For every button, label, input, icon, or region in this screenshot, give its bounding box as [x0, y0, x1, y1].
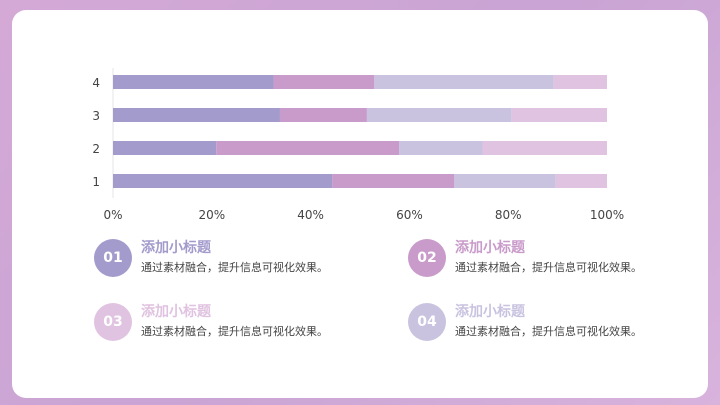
bar-segment-2-4 [482, 141, 607, 155]
bar-segment-4-2 [273, 75, 375, 89]
bar-segment-2-1 [113, 141, 217, 155]
x-tick-label: 20% [198, 208, 225, 222]
item-title: 添加小标题 [455, 304, 525, 320]
bar-segment-3-3 [366, 108, 512, 122]
bar-segment-1-1 [113, 174, 333, 188]
item-title: 添加小标题 [455, 240, 525, 256]
bar-segment-2-2 [216, 141, 400, 155]
x-tick-label: 100% [590, 208, 624, 222]
y-tick-label: 4 [92, 76, 100, 90]
item-title: 添加小标题 [141, 240, 211, 256]
bar-segment-1-3 [454, 174, 556, 188]
x-tick-label: 60% [396, 208, 423, 222]
bar-segment-4-4 [553, 75, 607, 89]
bar-segment-1-2 [332, 174, 455, 188]
y-tick-label: 1 [92, 175, 100, 189]
x-tick-label: 80% [495, 208, 522, 222]
x-tick-label: 0% [103, 208, 122, 222]
item-desc: 通过素材融合，提升信息可视化效果。 [141, 261, 328, 274]
number-badge: 04 [408, 303, 446, 341]
item-title: 添加小标题 [141, 304, 211, 320]
bar-segment-3-4 [511, 108, 607, 122]
number-badge: 01 [94, 239, 132, 277]
bar-segment-2-3 [399, 141, 483, 155]
y-tick-label: 3 [92, 109, 100, 123]
item-desc: 通过素材融合，提升信息可视化效果。 [455, 325, 642, 338]
bar-segment-4-3 [374, 75, 554, 89]
number-badge: 03 [94, 303, 132, 341]
info-item-2: 02 添加小标题 通过素材融合，提升信息可视化效果。 [408, 239, 708, 279]
info-item-1: 01 添加小标题 通过素材融合，提升信息可视化效果。 [94, 239, 394, 279]
number-badge: 02 [408, 239, 446, 277]
y-tick-label: 2 [92, 142, 100, 156]
bar-segment-3-1 [113, 108, 280, 122]
info-item-4: 04 添加小标题 通过素材融合，提升信息可视化效果。 [408, 303, 708, 343]
item-desc: 通过素材融合，提升信息可视化效果。 [141, 325, 328, 338]
bar-segment-1-4 [555, 174, 607, 188]
info-item-3: 03 添加小标题 通过素材融合，提升信息可视化效果。 [94, 303, 394, 343]
x-tick-label: 40% [297, 208, 324, 222]
bar-segment-3-2 [279, 108, 367, 122]
bar-segment-4-1 [113, 75, 274, 89]
item-desc: 通过素材融合，提升信息可视化效果。 [455, 261, 642, 274]
